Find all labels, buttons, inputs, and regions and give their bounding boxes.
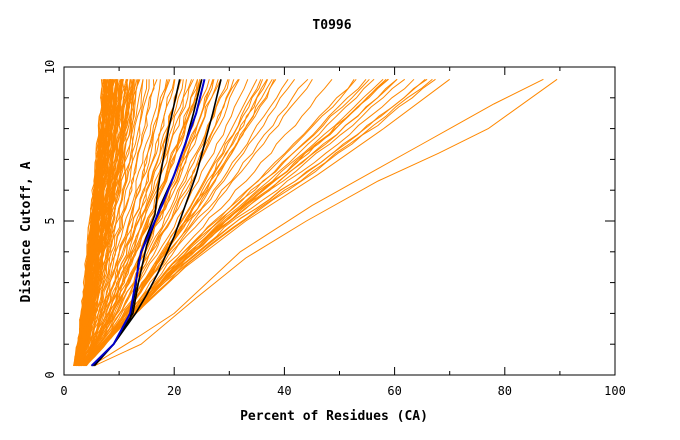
axis-ticks: 0 20 40 60 80 100 0 5 10 xyxy=(43,60,626,398)
bundle-line xyxy=(80,79,277,367)
y-axis-label: Distance Cutoff, A xyxy=(19,161,34,302)
bundle-line xyxy=(79,79,262,367)
bundle-line-outlier-b xyxy=(94,78,558,367)
reference-series-group xyxy=(90,79,222,367)
bundle-line xyxy=(75,79,122,367)
bundle-line xyxy=(85,78,405,367)
y-tick-label: 5 xyxy=(43,217,57,224)
x-tick-label: 80 xyxy=(498,384,512,398)
bundle-line xyxy=(79,79,198,367)
x-tick-label: 20 xyxy=(167,384,181,398)
x-axis-label: Percent of Residues (CA) xyxy=(240,409,428,424)
bundle-line-outlier-a xyxy=(91,78,544,367)
bundle-line xyxy=(75,79,182,367)
x-tick-label: 60 xyxy=(387,384,401,398)
bundle-line xyxy=(78,79,215,367)
bundle-line xyxy=(78,79,249,367)
bundle-series-group xyxy=(73,78,558,367)
bundle-line xyxy=(74,79,119,366)
bundle-line xyxy=(77,79,169,367)
bundle-line xyxy=(79,79,214,367)
bundle-line xyxy=(77,79,158,367)
bundle-line-median xyxy=(80,79,258,367)
bundle-line xyxy=(77,79,138,366)
bundle-line xyxy=(78,79,240,367)
plot-area xyxy=(73,78,558,367)
bundle-line xyxy=(75,79,121,366)
x-tick-label: 0 xyxy=(60,384,67,398)
bundle-line xyxy=(78,79,229,367)
bundle-line xyxy=(77,79,155,366)
bundle-line xyxy=(77,79,202,367)
bundle-line xyxy=(75,79,136,367)
series-line-reference-right xyxy=(90,79,222,367)
series-line-highlight xyxy=(90,79,206,367)
bundle-line xyxy=(75,79,110,366)
y-tick-label: 10 xyxy=(43,60,57,74)
y-tick-label: 0 xyxy=(43,371,57,378)
bundle-line xyxy=(85,78,428,367)
bundle-line xyxy=(81,79,313,367)
bundle-line xyxy=(74,79,105,366)
bundle-line xyxy=(77,79,194,367)
bundle-line-steep xyxy=(75,79,131,367)
x-tick-label: 100 xyxy=(604,384,626,398)
bundle-line-shallow xyxy=(85,78,450,367)
x-tick-label: 40 xyxy=(277,384,291,398)
bundle-line xyxy=(75,79,150,367)
bundle-line xyxy=(74,79,112,366)
bundle-line-steepest xyxy=(74,79,106,366)
chart-title: T0996 xyxy=(312,18,351,33)
